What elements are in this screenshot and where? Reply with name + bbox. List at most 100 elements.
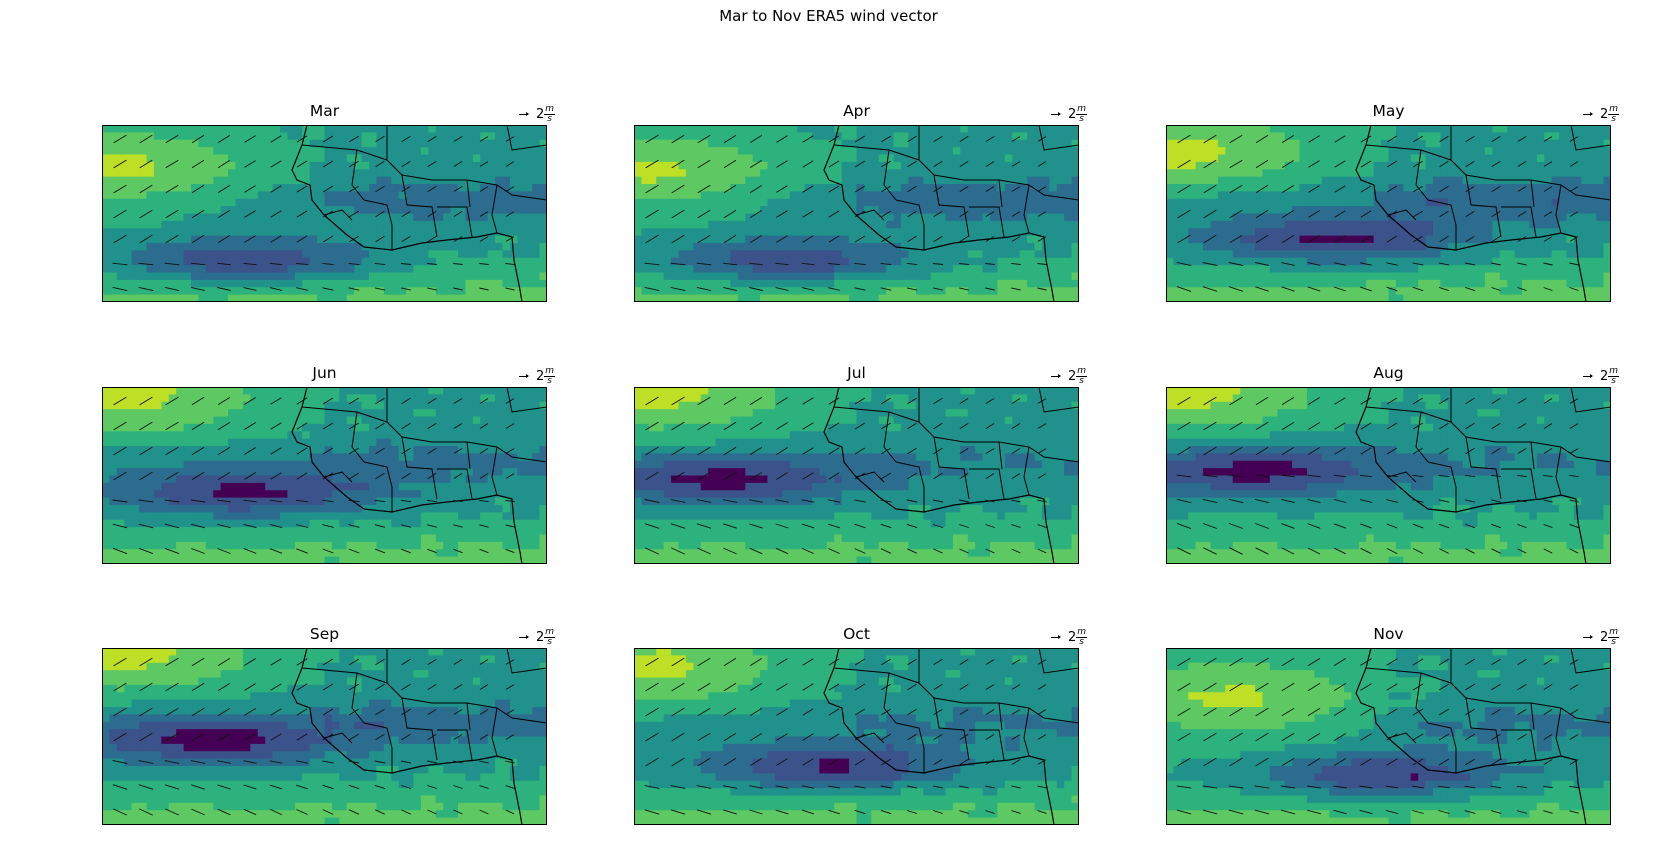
contour-cell [1559,279,1568,288]
contour-cell [663,176,672,185]
wind-vector [1439,235,1449,243]
contour-cell [752,147,761,156]
wind-vector [1281,286,1295,292]
contour-cell [146,198,155,207]
contour-cell [287,169,296,178]
contour-cell [139,265,148,274]
contour-cell [1329,132,1338,141]
contour-cell [339,235,348,244]
contour-cell [1321,161,1330,170]
contour-cell [1410,250,1419,259]
contour-cell [693,220,702,229]
contour-cell [116,169,125,178]
contour-cell [257,243,266,251]
contour-cell [539,250,547,259]
wind-vector [401,136,411,142]
contour-cell [1019,125,1028,133]
contour-cell [480,198,489,207]
contour-cell [1358,228,1367,237]
contour-cell [480,220,489,229]
contour-cell [228,279,237,288]
contour-cell [524,184,533,192]
contour-cell [1566,287,1575,296]
contour-cell [797,287,806,296]
contour-cell [369,235,378,244]
contour-cell [1344,132,1353,141]
contour-cell [302,176,311,185]
contour-cell [938,294,947,302]
contour-cell [737,125,746,133]
contour-cell [265,416,274,425]
contour-cell [1336,294,1345,302]
contour-cell [1269,125,1278,133]
contour-cell [1195,235,1204,244]
contour-cell [715,294,724,302]
contour-cell [1240,213,1249,222]
contour-cell [198,387,207,395]
contour-cell [1425,220,1434,229]
contour-cell [1544,243,1553,251]
contour-cell [502,147,511,156]
contour-cell [443,206,452,215]
contour-cell [804,191,813,200]
contour-cell [960,294,969,302]
contour-cell [1262,191,1271,200]
contour-cell [191,213,200,222]
contour-cell [1292,265,1301,274]
contour-cell [213,132,222,141]
contour-cell [1514,220,1523,229]
contour-cell [458,235,467,244]
contour-cell [524,235,533,244]
contour-cell [1255,272,1264,281]
contour-cell [324,198,333,207]
wind-vector [854,160,866,168]
contour-cell [1277,132,1286,141]
contour-cell [309,206,318,215]
contour-cell [265,250,274,259]
contour-cell [685,198,694,207]
contour-cell [1366,139,1375,148]
contour-cell [990,198,999,207]
contour-cell [656,147,665,156]
wind-vector [165,184,179,194]
contour-cell [1499,279,1508,288]
wind-vector [1439,135,1449,143]
contour-cell [398,250,407,259]
contour-cell [723,154,732,163]
contour-cell [1455,294,1464,302]
contour-cell [708,206,717,215]
contour-cell [302,184,311,192]
contour-cell [168,279,177,288]
contour-cell [1418,294,1427,302]
contour-cell [656,154,665,163]
contour-cell [908,257,917,266]
contour-cell [789,228,798,237]
contour-cell [487,161,496,170]
contour-cell [265,294,274,302]
contour-cell [871,272,880,281]
contour-cell [1004,257,1013,266]
contour-cell [443,387,452,395]
contour-cell [641,250,650,259]
wind-vector [243,287,257,291]
wind-vector [828,235,840,243]
contour-cell [354,228,363,237]
contour-cell [1544,265,1553,274]
contour-cell [1071,154,1079,163]
contour-cell [1455,243,1464,251]
contour-cell [700,213,709,222]
contour-cell [997,272,1006,281]
contour-cell [324,132,333,141]
contour-cell [967,169,976,178]
contour-cell [161,132,170,141]
contour-cell [272,161,281,170]
contour-cell [524,213,533,222]
contour-cell [1433,294,1442,302]
contour-cell [767,257,776,266]
contour-cell [302,272,311,281]
contour-cell [678,243,687,251]
contour-cell [871,147,880,156]
contour-cell [1321,228,1330,237]
contour-cell [1573,243,1582,251]
